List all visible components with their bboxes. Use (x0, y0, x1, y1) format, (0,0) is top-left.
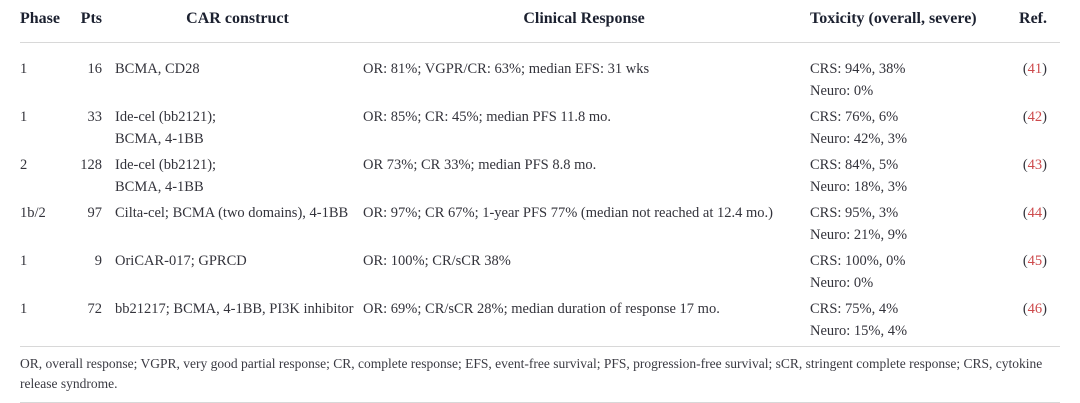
cell-pts: 72 (87, 301, 103, 317)
construct-line: BCMA, 4-1BB (115, 131, 204, 147)
ref-number: 42 (1027, 109, 1043, 125)
cell-car-construct: Ide-cel (bb2121); BCMA, 4-1BB (102, 154, 360, 198)
toxicity-neuro-line: Neuro: 0% (810, 83, 874, 99)
ref-paren-close: ) (1042, 157, 1047, 173)
table-body: 1 16 BCMA, CD28 OR: 81%; VGPR/CR: 63%; m… (20, 43, 1060, 342)
cell-phase: 1 (20, 253, 28, 269)
toxicity-crs-line: CRS: 75%, 4% (810, 301, 899, 317)
cell-toxicity: CRS: 75%, 4% Neuro: 15%, 4% (805, 298, 1000, 342)
table-row: 2 128 Ide-cel (bb2121); BCMA, 4-1BB OR 7… (20, 154, 1060, 198)
cell-clinical-response: OR: 69%; CR/sCR 28%; median duration of … (363, 301, 720, 317)
construct-line: Ide-cel (bb2121); (115, 109, 217, 125)
ref-paren-close: ) (1042, 253, 1047, 269)
ref-number: 44 (1027, 205, 1043, 221)
cell-car-construct: Cilta-cel; BCMA (two domains), 4-1BB (102, 202, 360, 224)
toxicity-crs-line: CRS: 95%, 3% (810, 205, 899, 221)
toxicity-crs-line: CRS: 100%, 0% (810, 253, 906, 269)
cell-toxicity: CRS: 84%, 5% Neuro: 18%, 3% (805, 154, 1000, 198)
ref-number: 41 (1027, 61, 1043, 77)
construct-line: Cilta-cel; BCMA (two domains), 4-1BB (115, 205, 349, 221)
cell-pts: 33 (87, 109, 103, 125)
toxicity-neuro-line: Neuro: 0% (810, 275, 874, 291)
col-header-phase: Phase (20, 10, 60, 27)
toxicity-crs-line: CRS: 84%, 5% (810, 157, 899, 173)
table-row: 1 9 OriCAR-017; GPRCD OR: 100%; CR/sCR 3… (20, 250, 1060, 294)
cell-phase: 1 (20, 301, 28, 317)
ref-paren-open: ( (1022, 157, 1028, 173)
ref-paren-close: ) (1042, 205, 1047, 221)
cell-toxicity: CRS: 100%, 0% Neuro: 0% (805, 250, 1000, 294)
toxicity-neuro-line: Neuro: 21%, 9% (810, 227, 908, 243)
abbreviations-footnote: OR, overall response; VGPR, very good pa… (20, 356, 1043, 391)
cell-pts: 97 (87, 205, 103, 221)
ref-paren-open: ( (1022, 253, 1028, 269)
col-header-clinical-response: Clinical Response (523, 10, 645, 27)
ref-paren-open: ( (1022, 109, 1028, 125)
cell-phase: 2 (20, 157, 28, 173)
cell-phase: 1 (20, 61, 28, 77)
cell-car-construct: BCMA, CD28 (102, 58, 360, 80)
table-row: 1 33 Ide-cel (bb2121); BCMA, 4-1BB OR: 8… (20, 106, 1060, 150)
cell-toxicity: CRS: 95%, 3% Neuro: 21%, 9% (805, 202, 1000, 246)
reference-citation-link[interactable]: (41) (1023, 61, 1047, 77)
ref-paren-open: ( (1022, 205, 1028, 221)
cell-car-construct: Ide-cel (bb2121); BCMA, 4-1BB (102, 106, 360, 150)
cell-clinical-response: OR: 85%; CR: 45%; median PFS 11.8 mo. (363, 109, 611, 125)
construct-line: OriCAR-017; GPRCD (115, 253, 247, 269)
footnote-divider (20, 346, 1060, 347)
ref-paren-open: ( (1022, 61, 1028, 77)
cell-pts: 128 (80, 157, 102, 173)
table-row: 1b/2 97 Cilta-cel; BCMA (two domains), 4… (20, 202, 1060, 246)
cell-ref: (46) (1000, 298, 1060, 320)
cell-ref: (41) (1000, 58, 1060, 80)
cell-toxicity: CRS: 94%, 38% Neuro: 0% (805, 58, 1000, 102)
construct-line: bb21217; BCMA, 4-1BB, PI3K inhibitor (115, 301, 354, 317)
reference-citation-link[interactable]: (46) (1023, 301, 1047, 317)
table-header-row: Phase Pts CAR construct Clinical Respons… (20, 0, 1060, 42)
ref-paren-close: ) (1042, 61, 1047, 77)
construct-line: BCMA, 4-1BB (115, 179, 204, 195)
cell-clinical-response: OR: 100%; CR/sCR 38% (363, 253, 511, 269)
cell-clinical-response: OR: 81%; VGPR/CR: 63%; median EFS: 31 wk… (363, 61, 650, 77)
cell-ref: (45) (1000, 250, 1060, 272)
reference-citation-link[interactable]: (45) (1023, 253, 1047, 269)
toxicity-neuro-line: Neuro: 18%, 3% (810, 179, 908, 195)
toxicity-crs-line: CRS: 76%, 6% (810, 109, 899, 125)
cell-phase: 1b/2 (20, 205, 46, 221)
cell-car-construct: OriCAR-017; GPRCD (102, 250, 360, 272)
construct-line: Ide-cel (bb2121); (115, 157, 217, 173)
ref-number: 46 (1027, 301, 1043, 317)
header-divider (20, 42, 1060, 43)
cell-car-construct: bb21217; BCMA, 4-1BB, PI3K inhibitor (102, 298, 360, 320)
col-header-ref: Ref. (1019, 10, 1047, 27)
col-header-toxicity: Toxicity (overall, severe) (810, 10, 977, 27)
col-header-pts: Pts (80, 10, 102, 27)
cell-ref: (42) (1000, 106, 1060, 128)
cell-ref: (44) (1000, 202, 1060, 224)
ref-number: 43 (1027, 157, 1043, 173)
cell-clinical-response: OR 73%; CR 33%; median PFS 8.8 mo. (363, 157, 597, 173)
cell-clinical-response: OR: 97%; CR 67%; 1-year PFS 77% (median … (363, 205, 773, 221)
table-row: 1 72 bb21217; BCMA, 4-1BB, PI3K inhibito… (20, 298, 1060, 342)
col-header-car-construct: CAR construct (186, 10, 289, 27)
ref-paren-open: ( (1022, 301, 1028, 317)
toxicity-crs-line: CRS: 94%, 38% (810, 61, 906, 77)
toxicity-neuro-line: Neuro: 15%, 4% (810, 323, 908, 339)
cell-phase: 1 (20, 109, 28, 125)
reference-citation-link[interactable]: (42) (1023, 109, 1047, 125)
table-row: 1 16 BCMA, CD28 OR: 81%; VGPR/CR: 63%; m… (20, 58, 1060, 102)
cell-pts: 16 (87, 61, 103, 77)
reference-citation-link[interactable]: (43) (1023, 157, 1047, 173)
ref-paren-close: ) (1042, 109, 1047, 125)
cell-ref: (43) (1000, 154, 1060, 176)
toxicity-neuro-line: Neuro: 42%, 3% (810, 131, 908, 147)
reference-citation-link[interactable]: (44) (1023, 205, 1047, 221)
cell-pts: 9 (94, 253, 102, 269)
ref-paren-close: ) (1042, 301, 1047, 317)
ref-number: 45 (1027, 253, 1043, 269)
construct-line: BCMA, CD28 (115, 61, 200, 77)
cell-toxicity: CRS: 76%, 6% Neuro: 42%, 3% (805, 106, 1000, 150)
